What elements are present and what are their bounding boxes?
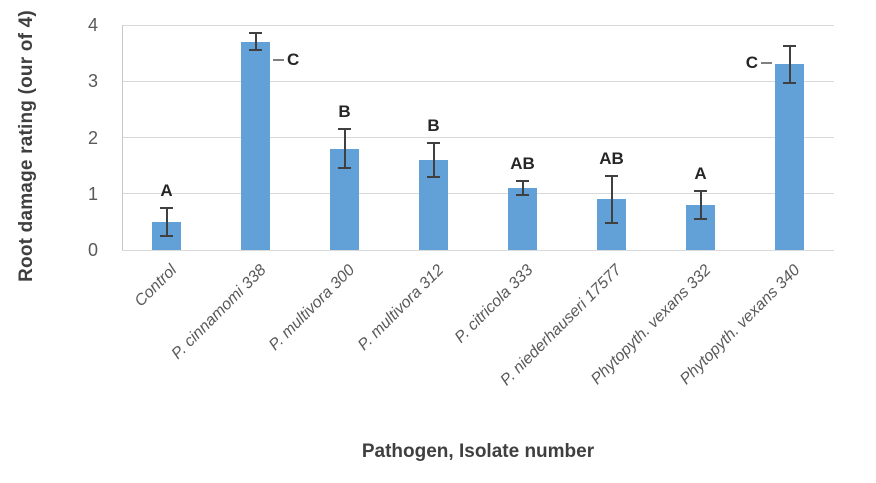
- error-bar-cap: [516, 179, 529, 182]
- error-bar: [254, 33, 257, 51]
- y-tick-label: 1: [87, 183, 98, 204]
- error-bar: [432, 143, 435, 177]
- gridline: [122, 24, 834, 26]
- gridline: [122, 193, 834, 195]
- leader-dash: [273, 58, 284, 61]
- sig-letter: C: [287, 49, 300, 69]
- y-tick-label: 4: [87, 15, 98, 35]
- gridline: [122, 249, 834, 251]
- bar: [775, 64, 804, 250]
- gridline: [122, 80, 834, 82]
- bar: [241, 41, 270, 250]
- plot-area: A C B B AB AB A C: [122, 0, 834, 251]
- sig-letter: B: [338, 102, 351, 122]
- error-bar-cap: [338, 167, 351, 170]
- error-bar: [165, 207, 168, 236]
- x-tick-label: P. citricola 333: [451, 261, 537, 347]
- error-bar: [610, 175, 613, 223]
- x-axis-title: Pathogen, Isolate number: [361, 441, 595, 462]
- error-bar-cap: [783, 81, 796, 84]
- sig-letter: C: [745, 53, 758, 73]
- x-tick-label: P. multivora 312: [354, 261, 448, 354]
- error-bar-cap: [249, 32, 262, 35]
- bar: [508, 188, 537, 250]
- error-bar: [699, 190, 702, 220]
- error-bar-cap: [427, 142, 440, 145]
- error-bar-cap: [160, 206, 173, 209]
- gridline: [122, 137, 834, 138]
- error-bar: [521, 180, 524, 196]
- error-bar-cap: [249, 49, 262, 52]
- error-bar-cap: [160, 234, 173, 237]
- error-bar-cap: [605, 222, 618, 224]
- leader-dash: [761, 62, 772, 65]
- y-axis-line: [122, 25, 123, 250]
- x-tick-label: Control: [131, 261, 181, 311]
- x-tick-label: P. cinnamomi 338: [168, 261, 270, 363]
- error-bar-cap: [694, 189, 707, 192]
- error-bar-cap: [783, 44, 796, 47]
- sig-letter: A: [694, 163, 707, 183]
- error-bar-cap: [338, 128, 351, 131]
- sig-letter: AB: [599, 148, 624, 168]
- sig-letter: B: [427, 116, 440, 136]
- error-bar: [788, 45, 791, 83]
- error-bar-cap: [427, 175, 440, 178]
- error-bar: [343, 129, 346, 169]
- y-axis-title: Root damage rating (our of 4): [16, 10, 37, 282]
- x-tick-label: P. multivora 300: [265, 261, 359, 354]
- sig-letter: A: [160, 180, 173, 200]
- error-bar-cap: [516, 194, 529, 197]
- y-tick-label: 2: [87, 127, 98, 148]
- error-bar-cap: [605, 174, 618, 177]
- y-tick-label: 3: [87, 71, 98, 92]
- y-tick-label: 0: [87, 240, 98, 260]
- sig-letter: AB: [510, 153, 535, 173]
- error-bar-cap: [694, 218, 707, 221]
